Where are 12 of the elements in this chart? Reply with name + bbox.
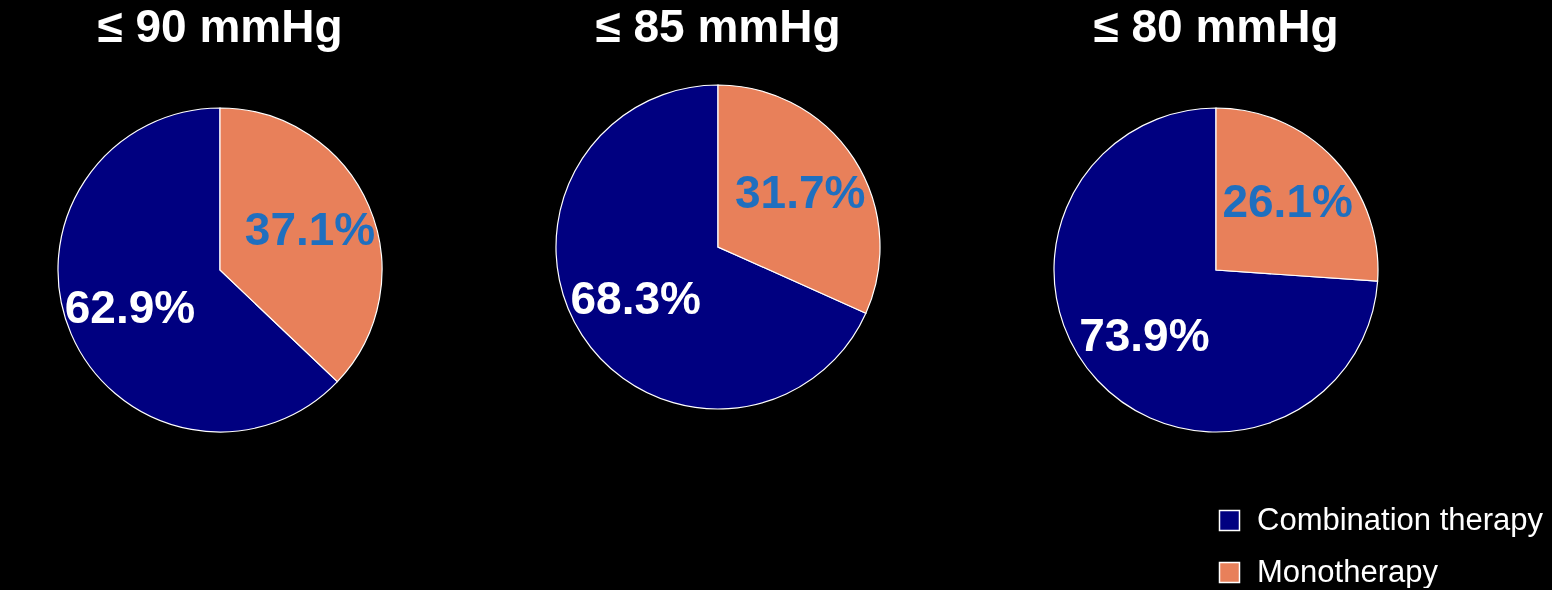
chart-title: ≤ 85 mmHg [595, 0, 841, 52]
chart-title: ≤ 80 mmHg [1093, 0, 1339, 52]
legend-label: Monotherapy [1257, 553, 1439, 589]
data-label: 26.1% [1222, 175, 1353, 228]
pie-slice [1053, 107, 1379, 433]
chart-title: ≤ 90 mmHg [97, 0, 343, 52]
data-label: 62.9% [64, 280, 196, 333]
legend-label: Combination therapy [1257, 501, 1544, 537]
data-label: 73.9% [1079, 308, 1210, 361]
data-label: 37.1% [244, 203, 376, 256]
data-label: 68.3% [570, 272, 701, 325]
data-label: 31.7% [735, 165, 866, 218]
